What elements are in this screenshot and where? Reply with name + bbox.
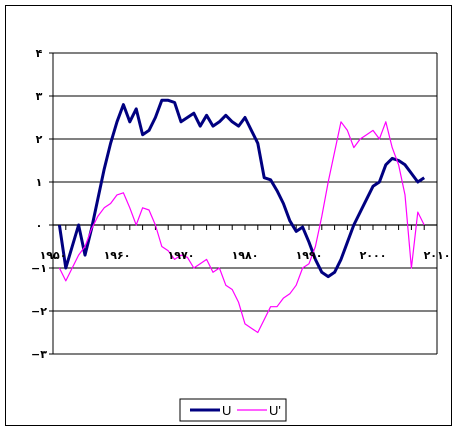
x-tick-label: ۱۹۹۰ [296,249,323,262]
grid-lines [53,52,437,355]
y-tick-label: ۰ [36,219,43,232]
series-line-u [57,98,426,279]
axes [49,52,438,355]
series-line-u-prime [58,121,425,334]
x-tick-label: ۱۹۵۰ [40,249,67,262]
y-tick-label: −۲ [31,305,47,318]
x-tick-label: ۱۹۶۰ [104,249,131,262]
y-tick-labels: ۴ ۳ ۲ ۱ ۰ −۱ −۲ −۳ [31,47,47,361]
legend-label-u-prime: U' [269,403,281,418]
x-tick-label: ۱۹۷۰ [168,249,195,262]
y-tick-label: ۴ [36,47,43,60]
y-tick-label: −۱ [31,262,47,275]
x-tick-label: ۲۰۰۰ [360,249,387,262]
legend: U U' [179,398,287,422]
legend-label-u: U [222,403,231,418]
x-tick-label: ۲۰۱۰ [424,249,451,262]
series-lines [57,98,426,334]
y-tick-label: ۲ [36,133,43,146]
y-tick-label: ۱ [36,176,43,189]
x-tick-labels: ۱۹۵۰ ۱۹۶۰ ۱۹۷۰ ۱۹۸۰ ۱۹۹۰ ۲۰۰۰ ۲۰۱۰ [40,249,451,262]
chart-frame [5,5,452,426]
y-tick-label: −۳ [31,348,47,361]
y-tick-label: ۳ [36,90,43,103]
legend-box [179,398,287,422]
x-tick-label: ۱۹۸۰ [232,249,259,262]
